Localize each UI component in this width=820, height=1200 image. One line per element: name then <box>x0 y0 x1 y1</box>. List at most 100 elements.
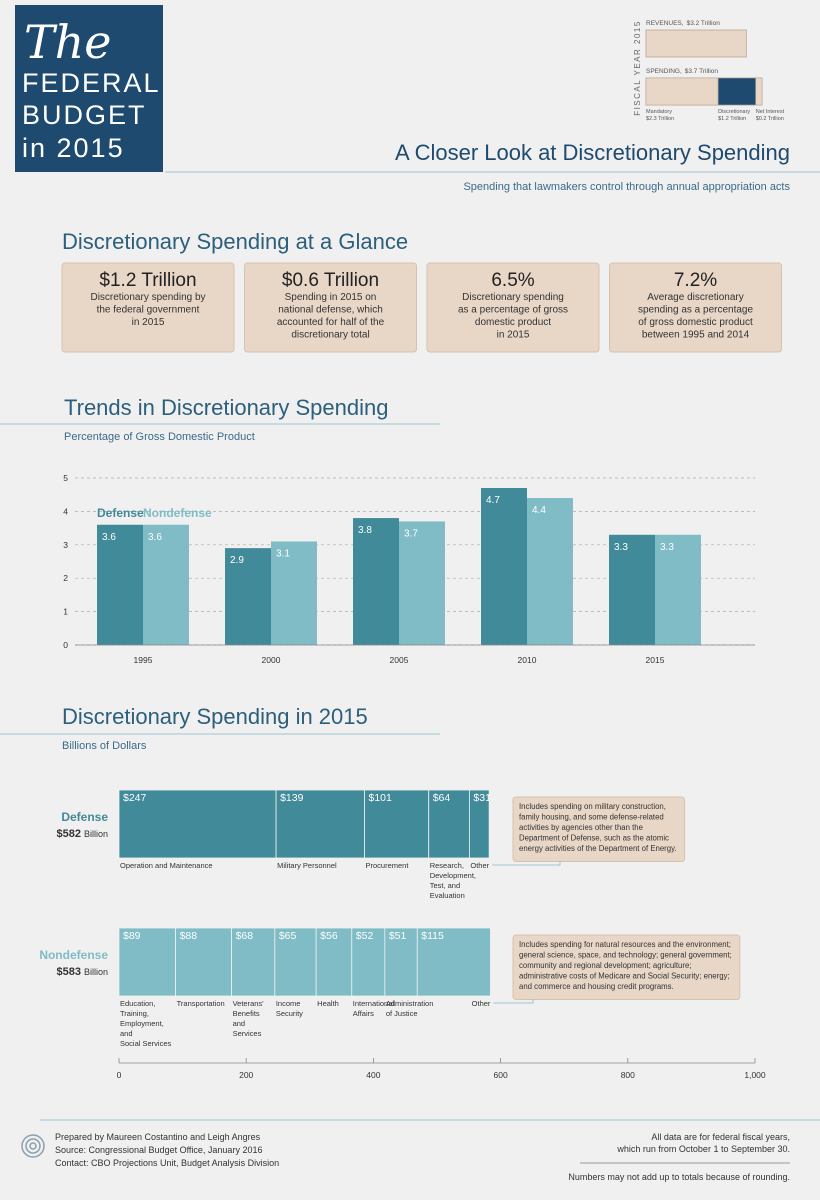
bar <box>527 498 573 645</box>
bar-label: REVENUES, $3.2 Trillion <box>646 20 720 27</box>
note-text: and commerce and housing credit programs… <box>519 982 674 991</box>
segment-value-label: $115 <box>421 930 444 942</box>
bar-name: REVENUES, <box>646 20 684 27</box>
note-text: Includes spending on military constructi… <box>519 802 666 811</box>
value-label: 3.7 <box>404 528 418 539</box>
value-label: 3.3 <box>614 542 628 553</box>
y-tick-label: 3 <box>63 540 68 550</box>
bar-outline <box>645 29 747 58</box>
segment <box>118 789 277 859</box>
connector <box>492 861 561 866</box>
segment-name: Discretionary <box>718 109 750 115</box>
value-label: 2.9 <box>230 555 244 566</box>
segment-name: Veterans' <box>233 999 265 1008</box>
segment-name: Military Personnel <box>277 861 337 870</box>
segment-value-label: $52 <box>356 930 374 942</box>
card-text: Average discretionary <box>647 292 744 303</box>
total-unit: Billion <box>84 829 108 839</box>
segment <box>231 927 276 997</box>
legend-label: Defense <box>97 506 144 520</box>
segment-name: Affairs <box>353 1009 374 1018</box>
segment-value-label: $101 <box>368 792 392 804</box>
segment-name: Training, <box>120 1009 149 1018</box>
x-tick-label: 2010 <box>518 655 537 665</box>
segment <box>175 927 232 997</box>
segment-name: Research, <box>430 861 464 870</box>
card-text: of gross domestic product <box>638 317 753 328</box>
x-tick-label: 1,000 <box>744 1070 766 1080</box>
segment-name: Other <box>472 999 491 1008</box>
bar-name: SPENDING, <box>646 68 682 75</box>
credit: Contact: CBO Projections Unit, Budget An… <box>55 1158 279 1168</box>
title-box <box>15 5 163 172</box>
page-subtitle: Spending that lawmakers control through … <box>463 181 790 193</box>
segment-name: International <box>353 999 395 1008</box>
bar <box>97 524 143 645</box>
segment-name: Net Interest <box>756 109 785 115</box>
value-label: 3.6 <box>148 532 162 543</box>
card-text: Discretionary spending by <box>90 292 205 303</box>
x-tick-label: 600 <box>494 1070 508 1080</box>
y-tick-label: 5 <box>63 473 68 483</box>
logo <box>21 1134 45 1158</box>
logo-ring <box>25 1138 41 1154</box>
bar <box>353 518 399 645</box>
note-text: Includes spending for natural resources … <box>519 940 731 949</box>
total-label: $583 <box>57 966 81 978</box>
y-tick-label: 2 <box>63 573 68 583</box>
bar <box>481 488 527 645</box>
segment-name: Benefits <box>233 1009 260 1018</box>
segment <box>384 927 418 997</box>
card <box>244 262 417 353</box>
segment-name: Administration <box>386 999 434 1008</box>
bar <box>143 524 189 645</box>
card-headline: $0.6 Trillion <box>282 270 379 291</box>
group-total: $583 Billion <box>57 966 109 978</box>
rounding-note: Numbers may not add up to totals because… <box>568 1172 790 1182</box>
total-label: $582 <box>57 828 81 840</box>
segment-name: Health <box>317 999 339 1008</box>
segment-name: Services <box>233 1029 262 1038</box>
card-text: domestic product <box>475 317 551 328</box>
card <box>426 262 600 353</box>
value-label: 4.4 <box>532 505 546 516</box>
title-script: The <box>24 15 112 69</box>
bar <box>271 541 317 645</box>
title-line: BUDGET <box>22 100 147 130</box>
group-name: Defense <box>61 810 108 824</box>
note-text: activities by agencies other than the <box>519 823 643 832</box>
segment-value-label: $56 <box>320 930 338 942</box>
fiscal-note: All data are for federal fiscal years, <box>651 1132 790 1142</box>
y-tick-label: 0 <box>63 640 68 650</box>
segment-value-label: $88 <box>180 930 198 942</box>
note-box <box>512 796 686 862</box>
total-unit: Billion <box>84 967 108 977</box>
segment-name: Evaluation <box>430 891 465 900</box>
note-text: Department of Defense, such as the atomi… <box>519 834 669 843</box>
segment-value-label: $64 <box>433 792 451 804</box>
bar <box>655 534 701 645</box>
card <box>609 262 782 353</box>
card-text: spending as a percentage <box>638 305 754 316</box>
note-text: energy activities of the Department of E… <box>519 844 677 853</box>
segment-name: Social Services <box>120 1039 172 1048</box>
segment-value-label: $2.3 Trillion <box>646 116 674 122</box>
segment <box>364 789 430 859</box>
segment-name: Operation and Maintenance <box>120 861 213 870</box>
card-headline: $1.2 Trillion <box>99 270 196 291</box>
card-text: as a percentage of gross <box>458 305 568 316</box>
value-label: 3.3 <box>660 542 674 553</box>
page-title: A Closer Look at Discretionary Spending <box>395 140 790 165</box>
segment-name: Test, and <box>430 881 460 890</box>
card-text: accounted for half of the <box>277 317 385 328</box>
segment <box>755 77 763 106</box>
segment-value-label: $65 <box>279 930 297 942</box>
segment-name: Education, <box>120 999 155 1008</box>
bar <box>225 548 271 645</box>
section-title: Discretionary Spending at a Glance <box>62 229 408 254</box>
card-text: between 1995 and 2014 <box>642 330 750 341</box>
segment <box>416 927 491 997</box>
x-tick-label: 0 <box>117 1070 122 1080</box>
segment-name: Procurement <box>365 861 409 870</box>
